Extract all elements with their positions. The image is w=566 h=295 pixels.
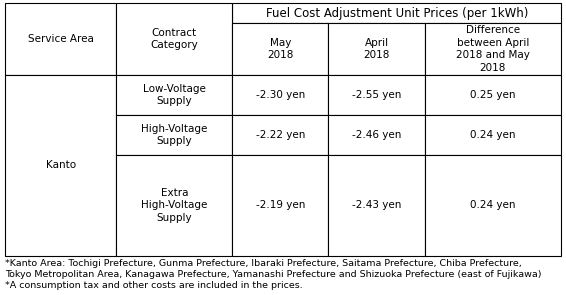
Text: Fuel Cost Adjustment Unit Prices (per 1kWh): Fuel Cost Adjustment Unit Prices (per 1k… <box>265 6 528 19</box>
Text: Contract
Category: Contract Category <box>151 28 198 50</box>
Bar <box>233 3 561 23</box>
Text: Service Area: Service Area <box>28 34 93 44</box>
Text: *A consumption tax and other costs are included in the prices.: *A consumption tax and other costs are i… <box>5 281 303 290</box>
Text: -2.46 yen: -2.46 yen <box>352 130 401 140</box>
Bar <box>424 75 561 115</box>
Text: *Kanto Area: Tochigi Prefecture, Gunma Prefecture, Ibaraki Prefecture, Saitama P: *Kanto Area: Tochigi Prefecture, Gunma P… <box>5 259 522 268</box>
Text: Low-Voltage
Supply: Low-Voltage Supply <box>143 84 206 106</box>
Bar <box>5 75 116 256</box>
Text: Extra
High-Voltage
Supply: Extra High-Voltage Supply <box>141 188 208 223</box>
Text: 0.24 yen: 0.24 yen <box>470 130 516 140</box>
Bar <box>233 75 328 115</box>
Text: -2.22 yen: -2.22 yen <box>256 130 305 140</box>
Text: 0.25 yen: 0.25 yen <box>470 90 516 100</box>
Text: -2.19 yen: -2.19 yen <box>256 201 305 211</box>
Bar <box>116 115 233 155</box>
Text: May
2018: May 2018 <box>267 38 294 60</box>
Bar <box>233 155 328 256</box>
Bar <box>116 155 233 256</box>
Text: Difference
between April
2018 and May
2018: Difference between April 2018 and May 20… <box>456 25 530 73</box>
Bar <box>328 155 424 256</box>
Bar <box>424 115 561 155</box>
Bar <box>116 3 233 75</box>
Text: -2.43 yen: -2.43 yen <box>352 201 401 211</box>
Bar <box>233 23 328 75</box>
Bar <box>116 75 233 115</box>
Bar <box>328 115 424 155</box>
Text: -2.30 yen: -2.30 yen <box>256 90 305 100</box>
Text: 0.24 yen: 0.24 yen <box>470 201 516 211</box>
Bar <box>233 115 328 155</box>
Bar <box>5 3 116 75</box>
Text: -2.55 yen: -2.55 yen <box>352 90 401 100</box>
Text: High-Voltage
Supply: High-Voltage Supply <box>141 124 208 146</box>
Bar <box>328 23 424 75</box>
Bar <box>424 155 561 256</box>
Text: Kanto: Kanto <box>45 160 76 171</box>
Bar <box>424 23 561 75</box>
Text: Tokyo Metropolitan Area, Kanagawa Prefecture, Yamanashi Prefecture and Shizuoka : Tokyo Metropolitan Area, Kanagawa Prefec… <box>5 270 542 279</box>
Text: April
2018: April 2018 <box>363 38 390 60</box>
Bar <box>328 75 424 115</box>
